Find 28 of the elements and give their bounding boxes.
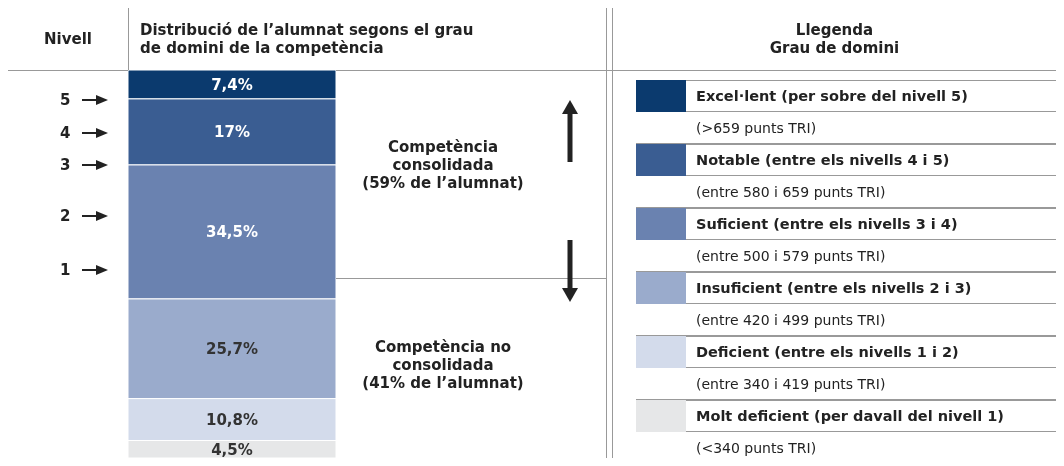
text: (entre 580 i 659 punts TRI) bbox=[695, 183, 887, 202]
text: 4 bbox=[60, 124, 71, 142]
text: 5 bbox=[60, 91, 71, 109]
legend-title: Llegenda Grau de domini bbox=[768, 20, 901, 59]
text: (>659 punts TRI) bbox=[695, 119, 818, 138]
text: (<340 punts TRI) bbox=[695, 439, 818, 458]
text: 1 bbox=[60, 261, 71, 279]
y-axis-title: Nivell bbox=[43, 29, 93, 50]
data-label: 7,4% bbox=[211, 75, 253, 94]
legend-label: Molt deficient (per davall del nivell 1) bbox=[686, 400, 1056, 432]
text: Competència consolidada (59% de l’alumnat) bbox=[361, 138, 525, 192]
text: Suficient (entre els nivells 3 i 4) bbox=[686, 208, 1056, 240]
text: (entre 340 i 419 punts TRI) bbox=[695, 375, 887, 394]
data-label: 17% bbox=[214, 123, 250, 142]
text: 3 bbox=[60, 156, 71, 174]
legend-label: Notable (entre els nivells 4 i 5) bbox=[686, 144, 1056, 176]
text: 2 bbox=[60, 207, 71, 225]
data-label: 25,7% bbox=[205, 339, 259, 358]
data-label: 34,5% bbox=[205, 223, 259, 242]
data-label: 4,5% bbox=[211, 440, 253, 459]
legend-label: Deficient (entre els nivells 1 i 2) bbox=[686, 336, 1056, 368]
legend-label: Excel·lent (per sobre del nivell 5) bbox=[686, 80, 1056, 112]
chart-title: Distribució de l’alumnat segons el grau de domini de la competència bbox=[140, 21, 475, 57]
text: Competència no consolidada (41% de l’alumnat) bbox=[361, 338, 525, 392]
text: (entre 420 i 499 punts TRI) bbox=[695, 311, 887, 330]
legend-label: Insuficient (entre els nivells 2 i 3) bbox=[686, 272, 1056, 304]
text: (entre 500 i 579 punts TRI) bbox=[695, 247, 887, 266]
data-label: 10,8% bbox=[205, 410, 259, 429]
